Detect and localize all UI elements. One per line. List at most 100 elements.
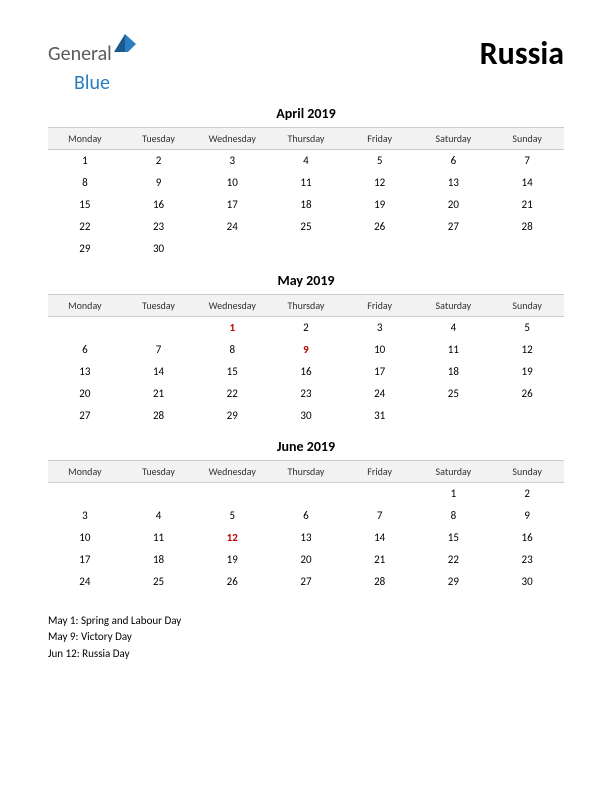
calendar-cell: 19 [195,549,269,571]
calendar-cell [417,404,491,426]
calendar-cell [48,316,122,338]
calendar-row: 15161718192021 [48,194,564,216]
weekday-header: Monday [48,128,122,150]
calendar-cell [48,483,122,505]
calendar-cell: 18 [122,549,196,571]
month-block: May 2019 MondayTuesdayWednesdayThursdayFr… [48,272,564,427]
holiday-item: May 9: Victory Day [48,629,564,646]
calendar-cell: 28 [490,216,564,238]
calendar-cell: 12 [195,527,269,549]
header: General Russia [48,34,564,73]
calendar-cell: 13 [48,360,122,382]
weekday-header: Sunday [490,294,564,316]
weekday-header: Friday [343,128,417,150]
calendar-cell: 14 [490,172,564,194]
calendar-cell: 24 [343,382,417,404]
holiday-item: Jun 12: Russia Day [48,646,564,663]
calendar-cell: 5 [343,150,417,172]
calendar-cell: 2 [122,150,196,172]
calendar-cell: 8 [48,172,122,194]
calendar-cell: 3 [343,316,417,338]
calendar-cell: 17 [195,194,269,216]
weekday-header: Friday [343,294,417,316]
logo-triangle-icon [114,34,136,66]
calendar-cell: 5 [195,505,269,527]
calendar-row: 2728293031 [48,404,564,426]
calendar-cell: 17 [343,360,417,382]
calendar-cell: 13 [417,172,491,194]
calendar-row: 2930 [48,238,564,260]
weekday-header: Saturday [417,294,491,316]
calendar-row: 24252627282930 [48,571,564,593]
calendar-cell [490,404,564,426]
weekday-header: Saturday [417,461,491,483]
calendar-row: 10111213141516 [48,527,564,549]
calendar-cell: 18 [417,360,491,382]
weekday-header: Tuesday [122,128,196,150]
holidays-list: May 1: Spring and Labour DayMay 9: Victo… [48,613,564,663]
calendar-cell: 31 [343,404,417,426]
calendar-cell: 7 [490,150,564,172]
weekday-header: Saturday [417,128,491,150]
calendar-cell [269,483,343,505]
calendar-cell: 5 [490,316,564,338]
calendar-cell: 11 [269,172,343,194]
calendar-cell: 13 [269,527,343,549]
calendar-cell [343,483,417,505]
calendar-cell: 10 [343,338,417,360]
calendar-cell: 22 [195,382,269,404]
calendar-cell: 23 [122,216,196,238]
calendar-cell: 26 [490,382,564,404]
calendar-cell: 26 [195,571,269,593]
holiday-item: May 1: Spring and Labour Day [48,613,564,630]
calendar-cell: 1 [195,316,269,338]
calendar-cell: 22 [417,549,491,571]
weekday-header: Sunday [490,461,564,483]
weekday-header: Wednesday [195,461,269,483]
calendar-cell: 2 [490,483,564,505]
calendar-cell: 27 [269,571,343,593]
calendar-cell [417,238,491,260]
calendar-cell: 10 [48,527,122,549]
calendar-row: 891011121314 [48,172,564,194]
calendar-cell: 7 [343,505,417,527]
calendar-row: 1234567 [48,150,564,172]
weekday-header: Thursday [269,294,343,316]
calendar-cell: 26 [343,216,417,238]
calendar-cell: 9 [122,172,196,194]
calendar-cell: 8 [195,338,269,360]
calendar-cell: 1 [417,483,491,505]
weekday-header: Tuesday [122,461,196,483]
month-title: June 2019 [48,438,564,455]
calendar-cell: 21 [122,382,196,404]
logo-blue-text: Blue [74,71,110,95]
calendar-cell: 30 [269,404,343,426]
calendar-cell: 24 [48,571,122,593]
calendar-row: 13141516171819 [48,360,564,382]
calendar-cell: 3 [48,505,122,527]
month-title: May 2019 [48,272,564,289]
calendar-cell: 6 [417,150,491,172]
calendar-row: 6789101112 [48,338,564,360]
calendar-table: MondayTuesdayWednesdayThursdayFridaySatu… [48,294,564,427]
calendar-cell: 11 [417,338,491,360]
calendar-cell: 11 [122,527,196,549]
calendar-cell: 22 [48,216,122,238]
calendar-cell: 21 [343,549,417,571]
calendar-cell: 29 [417,571,491,593]
calendar-cell: 24 [195,216,269,238]
calendar-cell: 6 [269,505,343,527]
calendar-cell: 15 [48,194,122,216]
calendar-cell: 19 [490,360,564,382]
month-block: April 2019MondayTuesdayWednesdayThursday… [48,105,564,260]
calendar-cell: 20 [269,549,343,571]
months-container: April 2019MondayTuesdayWednesdayThursday… [48,105,564,593]
calendar-cell [122,483,196,505]
calendar-cell [343,238,417,260]
calendar-row: 17181920212223 [48,549,564,571]
logo: General [48,42,136,66]
country-title: Russia [480,34,564,73]
calendar-cell: 2 [269,316,343,338]
month-block: June 2019MondayTuesdayWednesdayThursdayF… [48,438,564,593]
calendar-cell: 23 [490,549,564,571]
